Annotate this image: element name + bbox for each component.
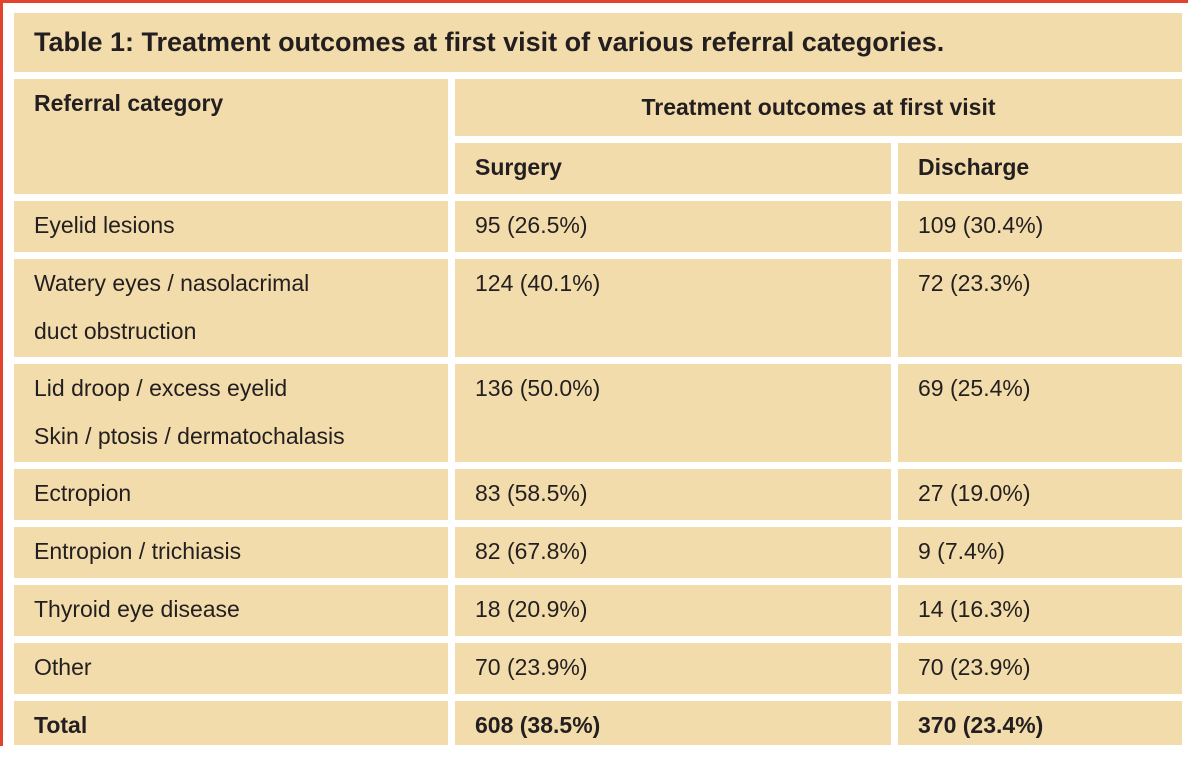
surgery-column-header: Surgery [455,143,891,194]
red-top-rule [0,0,1188,3]
discharge-value-cell: 69 (25.4%) [898,364,1182,462]
outcomes-table: Table 1: Treatment outcomes at first vis… [14,13,1182,745]
surgery-value-cell: 70 (23.9%) [455,643,891,694]
total-surgery-cell: 608 (38.5%) [455,701,891,745]
treatment-outcomes-group-header: Treatment outcomes at first visit [455,79,1182,136]
discharge-value-cell: 14 (16.3%) [898,585,1182,636]
surgery-value-cell: 95 (26.5%) [455,201,891,252]
discharge-value-cell: 70 (23.9%) [898,643,1182,694]
total-discharge-cell: 370 (23.4%) [898,701,1182,745]
red-left-rule [0,0,3,746]
referral-category-header: Referral category [14,79,448,194]
category-cell: Other [14,643,448,694]
discharge-value-cell: 27 (19.0%) [898,469,1182,520]
discharge-value-cell: 9 (7.4%) [898,527,1182,578]
surgery-value-cell: 82 (67.8%) [455,527,891,578]
surgery-value-cell: 136 (50.0%) [455,364,891,462]
category-cell: Ectropion [14,469,448,520]
total-category-cell: Total [14,701,448,745]
table-title: Table 1: Treatment outcomes at first vis… [14,13,1182,72]
category-cell: Thyroid eye disease [14,585,448,636]
category-cell: Entropion / trichiasis [14,527,448,578]
category-cell: Eyelid lesions [14,201,448,252]
discharge-column-header: Discharge [898,143,1182,194]
surgery-value-cell: 18 (20.9%) [455,585,891,636]
surgery-value-cell: 83 (58.5%) [455,469,891,520]
discharge-value-cell: 109 (30.4%) [898,201,1182,252]
surgery-value-cell: 124 (40.1%) [455,259,891,357]
discharge-value-cell: 72 (23.3%) [898,259,1182,357]
category-cell: Lid droop / excess eyelid Skin / ptosis … [14,364,448,462]
category-cell: Watery eyes / nasolacrimal duct obstruct… [14,259,448,357]
